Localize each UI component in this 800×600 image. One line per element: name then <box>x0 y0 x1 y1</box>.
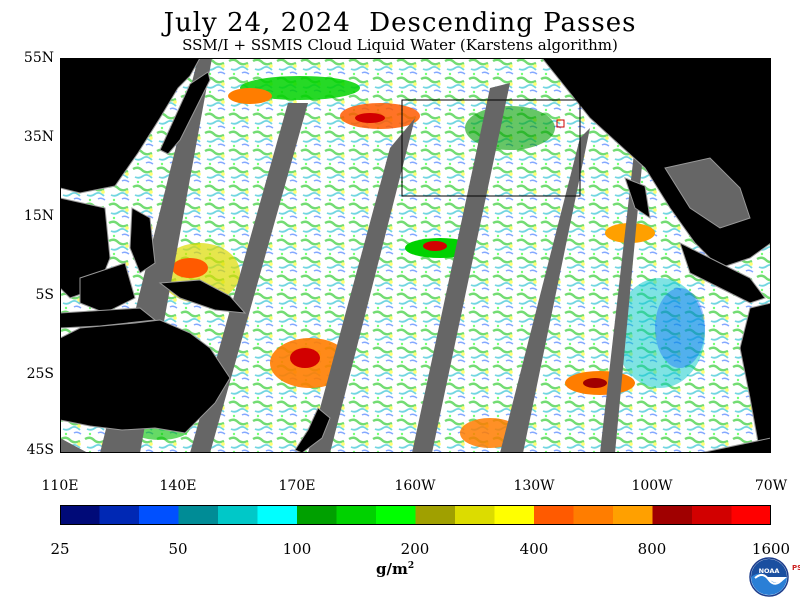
colorbar-swatch <box>494 505 535 525</box>
chart-subtitle: SSM/I + SSMIS Cloud Liquid Water (Karste… <box>182 36 618 54</box>
colorbar-swatch <box>99 505 140 525</box>
colorbar-label: 50 <box>168 540 188 558</box>
indonesia-islands <box>60 307 157 329</box>
lon-label-100w: 100W <box>631 478 673 494</box>
colorbar-swatch <box>415 505 456 525</box>
new-guinea <box>158 279 247 314</box>
south-america <box>739 302 771 453</box>
lat-label-35n: 35N <box>23 129 54 145</box>
colorbar-swatch <box>652 505 693 525</box>
land-masses <box>60 58 771 453</box>
asia-landmass <box>60 58 201 194</box>
antarctic-edge <box>699 437 771 453</box>
colorbar-label: 800 <box>637 540 667 558</box>
australia <box>60 319 231 434</box>
lon-label-140e: 140E <box>159 478 197 494</box>
colorbar-swatch <box>60 505 100 525</box>
noaa-logo-text: NOAA <box>759 567 780 575</box>
new-zealand <box>294 407 331 453</box>
map-border <box>60 58 771 453</box>
colorbar-swatch <box>455 505 495 525</box>
colorbar-label: 100 <box>282 540 312 558</box>
lon-label-130w: 130W <box>513 478 555 494</box>
colorbar-swatch <box>573 505 614 525</box>
central-america <box>679 242 766 304</box>
lat-label-15n: 15N <box>23 208 54 224</box>
psl-mark: PSL <box>792 564 800 572</box>
colorbar-label: 1600 <box>751 540 791 558</box>
lon-label-170e: 170E <box>278 478 316 494</box>
colorbar-swatch <box>178 505 219 525</box>
gulf-of-mexico <box>664 157 751 229</box>
region-box <box>401 99 581 197</box>
noaa-logo: NOAA <box>749 557 789 597</box>
lat-label-45s: 45S <box>26 442 54 458</box>
lat-label-55n: 55N <box>23 50 54 66</box>
units-label: g/m2 <box>376 560 415 578</box>
baja-peninsula <box>624 177 651 220</box>
lat-label-5s: 5S <box>35 287 55 303</box>
colorbar-border <box>60 505 771 525</box>
colorbar-label: 200 <box>400 540 430 558</box>
lon-label-110e: 110E <box>41 478 79 494</box>
colorbar-swatch <box>613 505 653 525</box>
colorbar-swatch <box>297 505 337 525</box>
japan-island <box>159 71 211 155</box>
lon-label-70w: 70W <box>754 478 788 494</box>
colorbar-swatch <box>218 505 258 525</box>
colorbar-swatch <box>692 505 732 525</box>
lon-label-160w: 160W <box>394 478 436 494</box>
colorbar-swatch <box>139 505 179 525</box>
colorbar <box>60 505 771 525</box>
colorbar-swatch <box>731 505 771 525</box>
colorbar-swatch <box>376 505 416 525</box>
colorbar-swatch <box>534 505 574 525</box>
marker-square <box>556 119 565 128</box>
colorbar-label: 400 <box>519 540 549 558</box>
colorbar-swatch <box>257 505 298 525</box>
cloud-water-map <box>60 58 771 453</box>
chart-title: July 24, 2024 Descending Passes <box>163 8 637 38</box>
colorbar-swatch <box>336 505 377 525</box>
borneo-island <box>79 262 136 314</box>
lat-label-25s: 25S <box>26 366 54 382</box>
colorbar-label: 25 <box>50 540 70 558</box>
philippines <box>129 207 156 274</box>
